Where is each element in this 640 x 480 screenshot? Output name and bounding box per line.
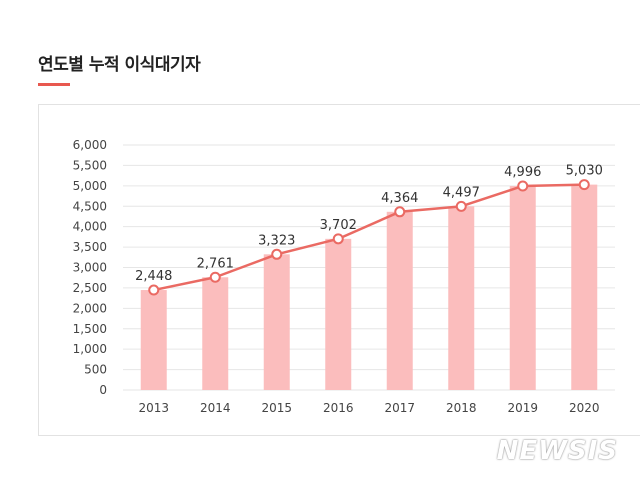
- point-2017: [394, 206, 406, 218]
- series-line: [153, 183, 585, 292]
- x-tick-label: 2016: [323, 401, 354, 415]
- point-2013: [148, 284, 160, 296]
- bar-2019: [509, 185, 536, 390]
- x-tick-label: 2017: [384, 401, 415, 415]
- bar-2020: [571, 184, 598, 390]
- x-tick-label: 2020: [569, 401, 600, 415]
- y-tick-label: 1,000: [73, 342, 107, 356]
- bar-2017: [386, 211, 413, 390]
- y-tick-label: 0: [99, 383, 107, 397]
- y-tick-label: 500: [84, 363, 107, 377]
- y-tick-label: 3,500: [73, 240, 107, 254]
- data-label: 4,497: [443, 185, 480, 200]
- point-2020: [578, 179, 590, 191]
- y-tick-label: 5,500: [73, 158, 107, 172]
- point-2016: [332, 233, 344, 245]
- y-tick-label: 4,000: [73, 220, 107, 234]
- y-tick-label: 6,000: [73, 138, 107, 152]
- x-tick-label: 2019: [507, 401, 538, 415]
- point-2018: [455, 200, 467, 212]
- x-tick-label: 2013: [138, 401, 169, 415]
- point-2015: [271, 248, 283, 260]
- data-label: 3,702: [320, 218, 357, 233]
- data-label: 3,323: [258, 233, 295, 248]
- data-label: 2,761: [197, 256, 234, 271]
- chart-title: 연도별 누적 이식대기자: [38, 55, 201, 75]
- bar-2013: [140, 290, 167, 390]
- y-tick-label: 2,500: [73, 281, 107, 295]
- bar-2015: [263, 254, 290, 390]
- point-2019: [517, 180, 529, 192]
- point-2014: [209, 271, 221, 283]
- title-underline: [38, 83, 70, 86]
- bar-2014: [202, 277, 229, 390]
- data-label: 4,996: [504, 165, 541, 180]
- x-tick-label: 2015: [261, 401, 292, 415]
- x-tick-label: 2014: [200, 401, 231, 415]
- bar-2016: [325, 238, 352, 390]
- data-label: 5,030: [566, 164, 603, 179]
- data-label: 2,448: [135, 269, 172, 284]
- y-tick-label: 3,000: [73, 261, 107, 275]
- newsis-watermark: NEWSIS: [496, 436, 618, 466]
- y-tick-label: 5,000: [73, 179, 107, 193]
- y-tick-label: 2,000: [73, 301, 107, 315]
- y-tick-label: 4,500: [73, 199, 107, 213]
- data-label: 4,364: [381, 191, 418, 206]
- y-tick-label: 1,500: [73, 322, 107, 336]
- bar-2018: [448, 206, 475, 390]
- x-tick-label: 2018: [446, 401, 477, 415]
